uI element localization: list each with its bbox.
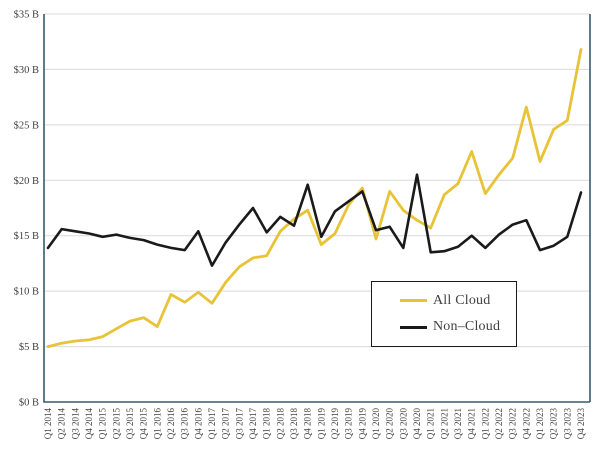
x-axis-label: Q1 2017	[207, 408, 217, 440]
legend-item-all-cloud: All Cloud	[400, 293, 516, 309]
x-axis-label: Q2 2020	[385, 408, 395, 440]
y-axis-label: $25 B	[14, 120, 39, 131]
y-axis-label: $10 B	[14, 287, 39, 298]
x-axis-label: Q4 2014	[84, 408, 94, 440]
x-axis-label: Q4 2020	[412, 408, 422, 440]
x-axis-label: Q4 2017	[248, 408, 258, 440]
x-axis-label: Q2 2014	[57, 408, 67, 440]
x-axis-label: Q4 2019	[357, 408, 367, 440]
all-cloud-line-swatch	[400, 299, 427, 303]
x-axis-label: Q2 2022	[494, 408, 504, 439]
x-axis-label: Q3 2021	[453, 408, 463, 439]
x-axis-label: Q3 2017	[234, 408, 244, 440]
x-axis-label: Q4 2021	[467, 408, 477, 439]
x-axis-label: Q3 2023	[562, 408, 572, 440]
x-axis-label: Q3 2022	[508, 408, 518, 439]
non-cloud-line-swatch	[400, 325, 427, 329]
x-axis-label: Q3 2014	[70, 408, 80, 440]
legend-label-non-cloud: Non–Cloud	[433, 319, 501, 335]
x-axis-label: Q1 2021	[426, 408, 436, 439]
y-axis-label: $30 B	[14, 65, 39, 76]
x-axis-label: Q4 2023	[576, 408, 586, 440]
x-axis-label: Q4 2015	[139, 408, 149, 440]
series-line-non-cloud	[46, 173, 583, 267]
x-axis-label: Q1 2020	[371, 408, 381, 440]
y-axis-label: $15 B	[14, 231, 39, 242]
legend-item-non-cloud: Non–Cloud	[400, 319, 516, 335]
x-axis-label: Q2 2021	[439, 408, 449, 439]
x-axis-label: Q1 2015	[98, 408, 108, 440]
x-axis-label: Q1 2023	[535, 408, 545, 440]
x-axis-label: Q4 2018	[303, 408, 313, 440]
x-axis-label: Q1 2014	[43, 408, 53, 440]
x-axis-label: Q2 2017	[221, 408, 231, 440]
x-axis-label: Q4 2022	[521, 408, 531, 439]
y-axis-label: $20 B	[14, 176, 39, 187]
x-axis-label: Q1 2016	[152, 408, 162, 440]
x-axis-label: Q2 2016	[166, 408, 176, 440]
x-axis-label: Q3 2019	[344, 408, 354, 440]
x-axis-label: Q2 2018	[275, 408, 285, 440]
x-axis-label: Q1 2022	[480, 408, 490, 439]
x-axis-label: Q3 2015	[125, 408, 135, 440]
legend: All Cloud Non–Cloud	[371, 281, 517, 347]
x-axis-label: Q3 2020	[398, 408, 408, 440]
x-axis-label: Q3 2016	[180, 408, 190, 440]
legend-label-all-cloud: All Cloud	[433, 292, 491, 308]
x-axis-label: Q2 2015	[111, 408, 121, 440]
y-axis-label: $35 B	[14, 10, 39, 21]
x-axis-label: Q4 2016	[193, 408, 203, 440]
axis-frame	[43, 14, 591, 403]
y-axis-label: $0 B	[19, 398, 39, 409]
x-axis-label: Q2 2023	[549, 408, 559, 440]
x-axis-label: Q1 2019	[316, 408, 326, 440]
y-axis-label: $5 B	[19, 342, 39, 353]
x-axis-label: Q2 2019	[330, 408, 340, 440]
x-axis-label: Q3 2018	[289, 408, 299, 440]
x-axis-label: Q1 2018	[262, 408, 272, 440]
series-line-all-cloud	[46, 48, 583, 349]
